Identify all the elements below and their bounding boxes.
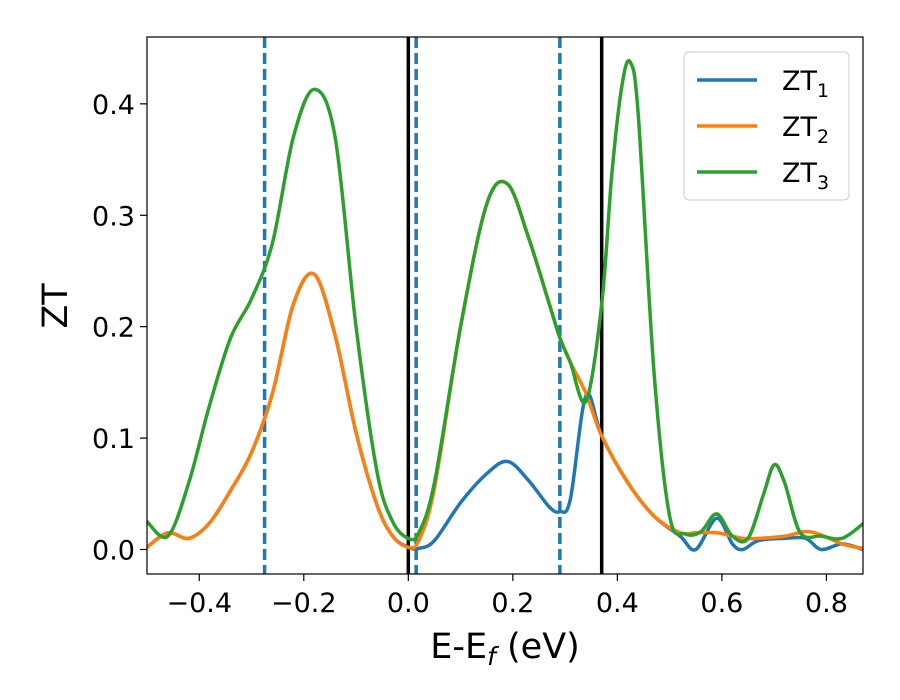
series-line-zt3 [147, 58, 863, 544]
y-tick-label: 0.4 [92, 90, 135, 121]
y-tick-label: 0.0 [92, 535, 135, 566]
y-tick-label: 0.3 [92, 201, 135, 232]
x-tick-label: 0.2 [491, 588, 534, 619]
series-lines [147, 58, 863, 552]
x-axis-title-main: E-E [430, 627, 487, 667]
legend-label-zt2: ZT2 [782, 112, 829, 148]
y-axis-title: ZT [36, 283, 76, 329]
legend-label-zt3: ZT3 [782, 158, 829, 194]
plot-area [147, 37, 863, 574]
y-tick-label: 0.1 [92, 424, 135, 455]
x-tick-label: −0.4 [166, 588, 232, 619]
y-axis: 0.0 0.1 0.2 0.3 0.4 [92, 90, 147, 566]
y-tick-label: 0.2 [92, 313, 135, 344]
legend-label-zt1: ZT1 [782, 66, 829, 102]
x-axis-title: E-Ef (eV) [430, 627, 580, 671]
x-axis-title-unit: (eV) [496, 627, 580, 667]
series-line-zt2 [147, 179, 863, 551]
legend: ZT1 ZT2 ZT3 [683, 51, 850, 201]
x-tick-label: −0.2 [271, 588, 337, 619]
x-tick-label: 0.0 [387, 588, 430, 619]
x-tick-label: 0.8 [805, 588, 848, 619]
x-tick-label: 0.6 [700, 588, 743, 619]
x-axis: −0.4 −0.2 0.0 0.2 0.4 0.6 0.8 [166, 574, 848, 619]
x-tick-label: 0.4 [596, 588, 639, 619]
series-line-zt1 [147, 271, 863, 552]
plot-frame [146, 36, 864, 575]
legend-box [683, 51, 850, 201]
